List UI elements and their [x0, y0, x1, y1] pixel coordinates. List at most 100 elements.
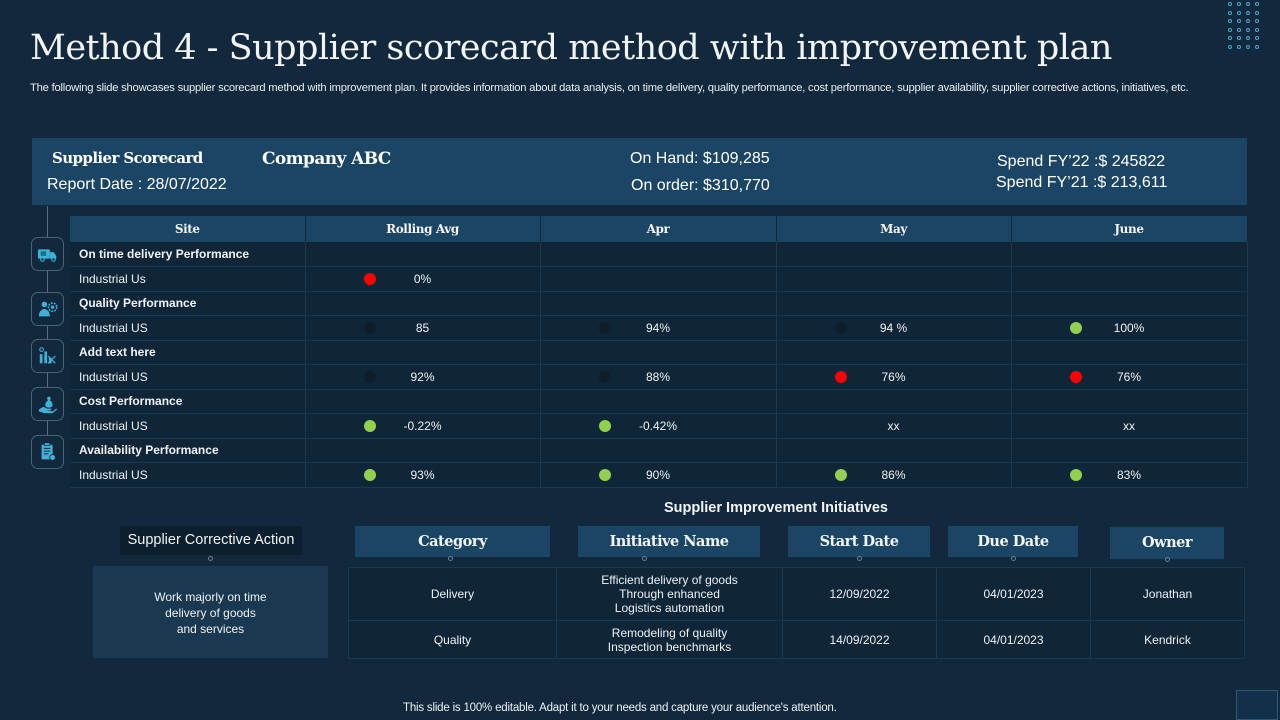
empty-cell	[540, 438, 777, 463]
empty-cell	[1011, 389, 1248, 414]
table-row: Industrial US 92% 88% 76% 76%	[70, 364, 1248, 390]
due-date-cell: 04/01/2023	[936, 567, 1091, 621]
score-cell-content: 83%	[1012, 463, 1247, 487]
spend-fy21: Spend FY’21 :$ 213,611	[996, 174, 1168, 191]
spend-fy22: Spend FY’22 :$ 245822	[997, 153, 1166, 170]
decorative-dot	[1228, 19, 1232, 24]
connector-circle	[448, 556, 453, 561]
table-row: Delivery Efficient delivery of goods Thr…	[348, 567, 1245, 621]
metric-group-label: Availability Performance	[70, 438, 306, 463]
score-cell-content: 90%	[541, 463, 776, 487]
score-cell: -0.42%	[540, 413, 777, 439]
site-name-cell: Industrial Us	[70, 266, 306, 292]
score-cell-content: xx	[777, 414, 1011, 438]
decorative-dot	[1255, 27, 1259, 32]
score-cell	[1011, 266, 1248, 292]
table-row: Quality Remodeling of quality Inspection…	[348, 620, 1245, 659]
score-cell-content: 86%	[777, 463, 1011, 487]
status-indicator-dark-icon	[598, 370, 611, 383]
category-cell: Quality	[348, 620, 557, 659]
initiative-line: Remodeling of quality	[611, 625, 728, 640]
score-cell-content	[777, 267, 1011, 291]
scorecard-group-row: On time delivery Performance	[70, 242, 1248, 267]
column-header-rolling-avg: Rolling Avg	[305, 216, 541, 242]
decorative-dot	[1255, 44, 1259, 49]
chart-analysis-icon	[31, 339, 64, 373]
empty-cell	[776, 242, 1012, 267]
status-indicator-red-icon	[363, 272, 376, 285]
scorecard-group-row: Quality Performance	[70, 291, 1248, 316]
corrective-action-header: Supplier Corrective Action	[120, 526, 302, 555]
status-indicator-green-icon	[598, 468, 611, 481]
column-header-category: Category	[355, 526, 550, 557]
cost-hand-money-icon	[31, 387, 64, 421]
table-row: Industrial US 85 94% 94 % 100%	[70, 315, 1248, 341]
empty-cell	[540, 389, 777, 414]
score-cell: 85	[305, 315, 541, 341]
status-indicator-green-icon	[598, 419, 611, 432]
score-cell-content: 76%	[777, 365, 1011, 389]
scorecard-info-band: Supplier Scorecard Report Date : 28/07/2…	[32, 138, 1247, 205]
decorative-dot	[1255, 10, 1259, 15]
score-cell-content: xx	[1012, 414, 1247, 438]
metric-group-label: Add text here	[70, 340, 306, 365]
corrective-action-text: Work majorly on time delivery of goods a…	[93, 566, 328, 658]
category-cell: Delivery	[348, 567, 557, 621]
decorative-dot	[1246, 2, 1250, 6]
site-name-cell: Industrial US	[70, 364, 306, 390]
score-cell: 100%	[1011, 315, 1248, 341]
empty-cell	[305, 438, 541, 463]
owner-cell: Jonathan	[1090, 567, 1245, 621]
empty-cell	[305, 291, 541, 316]
slide-subtitle: The following slide showcases supplier s…	[30, 82, 1189, 94]
decorative-dot	[1246, 19, 1250, 24]
score-cell-content: 93%	[306, 463, 540, 487]
status-indicator-green-icon	[363, 468, 376, 481]
initiative-name-cell: Efficient delivery of goods Through enha…	[556, 567, 783, 621]
table-row: Industrial US -0.22% -0.42% xx xx	[70, 413, 1248, 439]
decorative-dot	[1237, 27, 1241, 32]
score-cell-content: 85	[306, 316, 540, 340]
score-value: 93%	[410, 467, 435, 482]
status-indicator-red-icon	[834, 370, 847, 383]
on-hand-value: On Hand: $109,285	[630, 150, 770, 167]
decorative-dot	[1246, 44, 1250, 49]
score-cell: 83%	[1011, 462, 1248, 488]
score-value: 90%	[645, 467, 671, 482]
decorative-dot	[1237, 2, 1241, 6]
decorative-dot	[1228, 44, 1232, 49]
score-value: 88%	[645, 369, 671, 384]
decorative-dot	[1237, 10, 1241, 15]
score-cell-content: 100%	[1012, 316, 1247, 340]
start-date-cell: 12/09/2022	[782, 567, 937, 621]
decorative-dot	[1246, 10, 1250, 15]
empty-cell	[1011, 438, 1248, 463]
score-cell: xx	[1011, 413, 1248, 439]
score-value: 94 %	[879, 320, 908, 335]
decorative-dot	[1228, 27, 1232, 32]
table-row: Industrial US 93% 90% 86% 83%	[70, 462, 1248, 488]
score-cell-content: 76%	[1012, 365, 1247, 389]
score-value: 92%	[410, 369, 435, 384]
score-cell-content: 94%	[541, 316, 776, 340]
score-cell: xx	[776, 413, 1012, 439]
empty-cell	[776, 438, 1012, 463]
score-cell: 92%	[305, 364, 541, 390]
availability-clipboard-icon	[31, 435, 64, 469]
corrective-action-line: Work majorly on time	[154, 590, 267, 604]
connector-circle	[1011, 556, 1016, 561]
decorative-dot	[1255, 36, 1259, 41]
empty-cell	[540, 242, 777, 267]
empty-cell	[776, 340, 1012, 365]
score-value: 86%	[881, 467, 906, 482]
company-name: Company ABC	[262, 149, 391, 169]
connector-circle	[642, 556, 647, 561]
empty-cell	[305, 389, 541, 414]
score-cell	[776, 266, 1012, 292]
decorative-dot	[1255, 19, 1259, 24]
empty-cell	[1011, 340, 1248, 365]
score-cell: 94%	[540, 315, 777, 341]
score-value: xx	[887, 418, 900, 433]
score-value: -0.42%	[638, 418, 678, 433]
site-name-cell: Industrial US	[70, 462, 306, 488]
